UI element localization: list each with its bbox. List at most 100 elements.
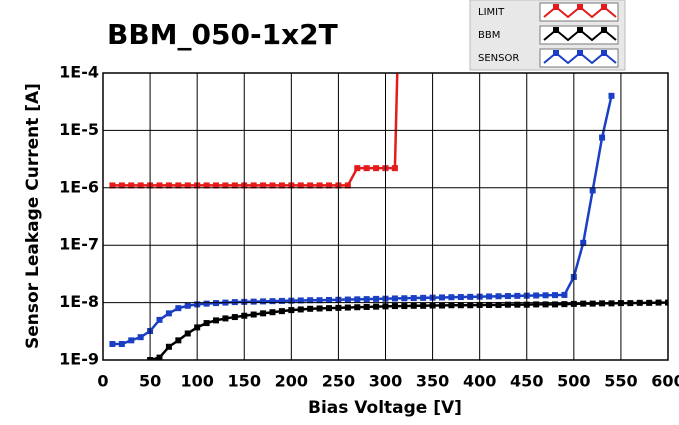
data-point xyxy=(156,316,163,323)
data-point xyxy=(486,293,493,300)
data-point xyxy=(213,182,219,189)
y-tick-label: 1E-6 xyxy=(59,177,99,196)
legend-swatch-marker xyxy=(553,27,559,33)
legend-swatch-box xyxy=(539,2,619,22)
data-point xyxy=(184,182,191,189)
data-point xyxy=(156,182,163,189)
data-point xyxy=(627,300,634,307)
data-point xyxy=(420,302,427,309)
data-point xyxy=(552,301,558,308)
data-point xyxy=(203,320,210,327)
data-point xyxy=(495,301,502,308)
data-point xyxy=(391,165,398,172)
legend-swatch-box xyxy=(539,25,619,45)
data-point xyxy=(354,165,361,172)
data-point xyxy=(410,302,417,309)
legend-swatch-marker xyxy=(577,4,583,10)
data-point xyxy=(250,311,257,318)
data-point xyxy=(118,340,125,347)
data-point xyxy=(260,310,267,317)
x-tick-label: 0 xyxy=(97,372,108,391)
y-tick-label: 1E-4 xyxy=(59,63,99,82)
data-point xyxy=(363,165,370,172)
x-tick-label: 100 xyxy=(180,372,213,391)
legend-swatch-marker xyxy=(601,50,607,56)
data-point xyxy=(552,292,558,299)
x-tick-label: 300 xyxy=(369,372,402,391)
data-point xyxy=(128,337,135,344)
data-point xyxy=(250,182,257,189)
data-point xyxy=(203,182,210,189)
data-point xyxy=(599,134,606,141)
data-point xyxy=(165,310,172,317)
data-point xyxy=(495,293,502,300)
data-point xyxy=(137,334,144,341)
data-point xyxy=(137,182,144,189)
data-point xyxy=(307,182,314,189)
legend-swatch-marker xyxy=(601,4,607,10)
data-point xyxy=(589,300,596,307)
data-point xyxy=(165,182,172,189)
data-point xyxy=(439,294,445,301)
data-point xyxy=(467,293,474,300)
data-point xyxy=(156,354,163,360)
data-point xyxy=(250,298,257,305)
chart-title: BBM_050-1x2T xyxy=(107,18,338,51)
data-point xyxy=(561,291,568,298)
y-tick-label: 1E-8 xyxy=(59,292,99,311)
data-point xyxy=(344,182,351,189)
legend-swatch-marker xyxy=(577,27,583,33)
y-tick-label: 1E-9 xyxy=(59,350,99,369)
data-point xyxy=(184,330,191,337)
data-point xyxy=(316,305,323,312)
y-axis-label: Sensor Leakage Current [A] xyxy=(23,83,43,349)
x-tick-label: 500 xyxy=(557,372,590,391)
data-point xyxy=(467,302,474,309)
data-point xyxy=(213,300,219,307)
data-point xyxy=(561,301,568,308)
data-point xyxy=(222,182,229,189)
data-point xyxy=(260,182,267,189)
x-tick-label: 350 xyxy=(416,372,449,391)
data-point xyxy=(297,306,304,313)
data-point xyxy=(269,182,276,189)
data-point xyxy=(175,337,182,344)
data-point xyxy=(448,294,455,301)
data-point xyxy=(231,314,238,321)
data-point xyxy=(278,297,285,304)
data-point xyxy=(354,304,361,311)
data-point xyxy=(373,295,380,302)
data-point xyxy=(118,182,125,189)
data-point xyxy=(213,317,219,324)
data-point xyxy=(175,182,182,189)
data-point xyxy=(608,92,615,99)
legend-swatch-marker xyxy=(553,50,559,56)
data-point xyxy=(344,296,351,303)
data-point xyxy=(316,297,323,304)
data-point xyxy=(184,302,191,309)
data-point xyxy=(203,300,210,307)
data-point xyxy=(401,303,408,310)
x-tick-label: 200 xyxy=(275,372,308,391)
y-tick-label: 1E-5 xyxy=(59,120,99,139)
data-point xyxy=(344,304,351,311)
legend-label: SENSOR xyxy=(478,53,519,64)
data-point xyxy=(457,302,464,309)
data-point xyxy=(439,302,445,309)
legend-swatch-marker xyxy=(553,4,559,10)
data-point xyxy=(165,343,172,350)
data-point xyxy=(269,309,276,316)
data-point xyxy=(109,182,116,189)
x-axis-label: Bias Voltage [V] xyxy=(308,398,462,418)
data-point xyxy=(391,295,398,302)
x-tick-label: 150 xyxy=(228,372,261,391)
data-point xyxy=(504,301,511,308)
x-tick-label: 450 xyxy=(510,372,543,391)
data-point xyxy=(316,182,323,189)
data-point xyxy=(222,315,229,322)
data-point xyxy=(420,294,427,301)
data-point xyxy=(363,303,370,310)
data-point xyxy=(326,182,332,189)
